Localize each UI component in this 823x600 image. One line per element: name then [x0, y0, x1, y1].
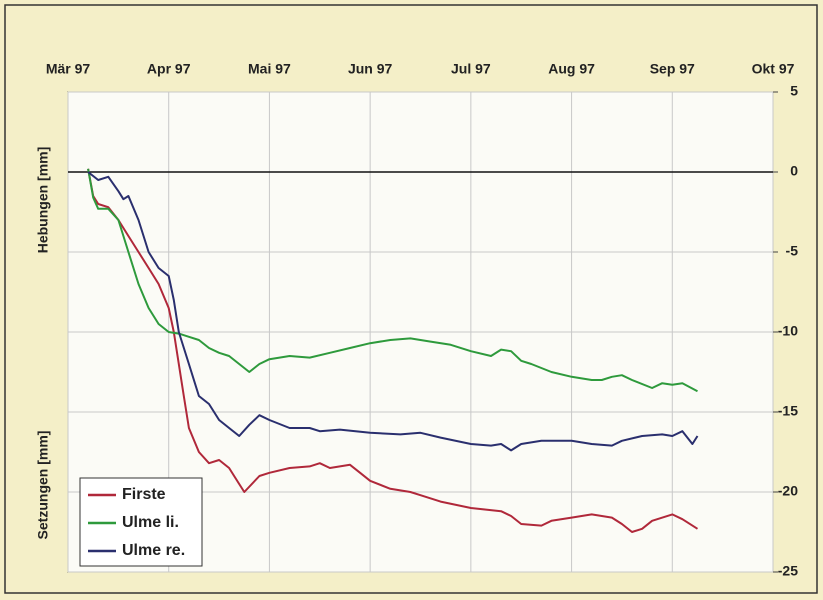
y-tick-label: -25 [778, 563, 798, 579]
y-tick-label: 0 [790, 163, 798, 179]
series-line [87, 168, 699, 533]
x-tick-label: Mai 97 [248, 61, 291, 77]
x-tick-label: Aug 97 [548, 61, 595, 77]
y-tick-label: -15 [778, 403, 798, 419]
y-tick-label: -5 [786, 243, 799, 259]
x-tick-label: Jun 97 [348, 61, 393, 77]
y-tick-label: -10 [778, 323, 798, 339]
x-tick-label: Apr 97 [147, 61, 191, 77]
y-label-top: Hebungen [mm] [35, 147, 51, 254]
legend-label: Ulme li. [122, 514, 179, 531]
x-tick-label: Okt 97 [752, 61, 795, 77]
x-tick-label: Jul 97 [451, 61, 491, 77]
x-tick-label: Mär 97 [46, 61, 91, 77]
y-label-bottom: Setzungen [mm] [35, 431, 51, 540]
series-line [87, 168, 698, 393]
y-tick-label: 5 [790, 83, 798, 99]
series-line [87, 171, 699, 452]
y-tick-label: -20 [778, 483, 798, 499]
x-tick-label: Sep 97 [650, 61, 695, 77]
legend-label: Firste [122, 486, 166, 503]
legend-label: Ulme re. [122, 542, 185, 559]
